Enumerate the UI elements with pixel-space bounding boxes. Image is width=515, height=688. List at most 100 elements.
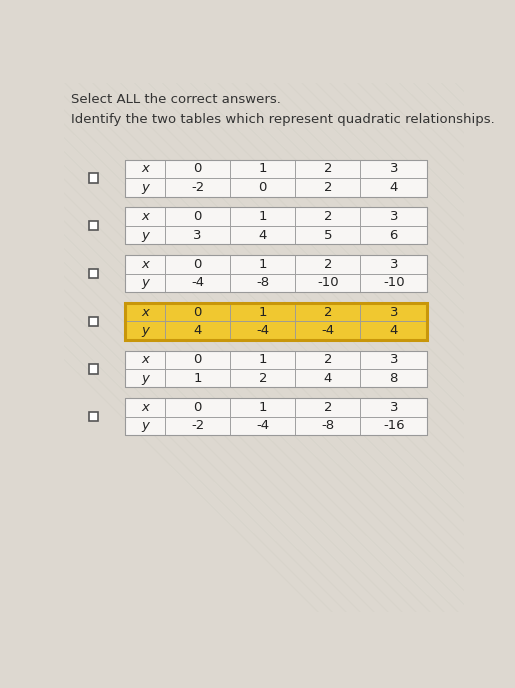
- Text: x: x: [141, 401, 149, 414]
- Text: y: y: [141, 372, 149, 385]
- Text: y: y: [141, 324, 149, 337]
- Bar: [165, 398, 230, 417]
- Text: 0: 0: [194, 258, 202, 271]
- Bar: [125, 350, 427, 387]
- Bar: [230, 398, 295, 417]
- Text: 0: 0: [194, 162, 202, 175]
- Text: x: x: [141, 162, 149, 175]
- Bar: [89, 221, 98, 230]
- Text: 2: 2: [323, 258, 332, 271]
- Text: 4: 4: [389, 181, 398, 194]
- Bar: [295, 321, 360, 340]
- Bar: [360, 226, 427, 244]
- Text: Identify the two tables which represent quadratic relationships.: Identify the two tables which represent …: [71, 114, 494, 127]
- Text: 3: 3: [389, 258, 398, 271]
- Bar: [125, 321, 165, 340]
- Text: 3: 3: [389, 353, 398, 366]
- Bar: [89, 316, 98, 326]
- Text: 1: 1: [259, 353, 267, 366]
- Text: -2: -2: [191, 420, 204, 433]
- Text: 2: 2: [323, 181, 332, 194]
- Bar: [125, 160, 427, 197]
- Bar: [165, 226, 230, 244]
- Text: -8: -8: [321, 420, 334, 433]
- Bar: [165, 321, 230, 340]
- Text: -4: -4: [256, 420, 269, 433]
- Bar: [125, 417, 165, 436]
- Bar: [125, 369, 165, 387]
- Bar: [295, 226, 360, 244]
- Bar: [165, 417, 230, 436]
- Text: 0: 0: [194, 353, 202, 366]
- Bar: [125, 207, 427, 244]
- Text: y: y: [141, 228, 149, 241]
- Bar: [360, 398, 427, 417]
- Bar: [125, 303, 427, 340]
- Text: 0: 0: [194, 210, 202, 223]
- Bar: [360, 369, 427, 387]
- Text: 2: 2: [323, 353, 332, 366]
- Text: -16: -16: [383, 420, 405, 433]
- Bar: [230, 207, 295, 226]
- Bar: [165, 303, 230, 321]
- Bar: [360, 321, 427, 340]
- Bar: [165, 274, 230, 292]
- Bar: [360, 160, 427, 178]
- Bar: [230, 255, 295, 274]
- Text: 2: 2: [259, 372, 267, 385]
- Bar: [125, 398, 165, 417]
- Bar: [230, 303, 295, 321]
- Bar: [295, 274, 360, 292]
- Text: -4: -4: [191, 277, 204, 289]
- Text: -4: -4: [321, 324, 334, 337]
- Bar: [360, 350, 427, 369]
- Bar: [360, 303, 427, 321]
- Bar: [165, 350, 230, 369]
- Text: 4: 4: [259, 228, 267, 241]
- Bar: [360, 207, 427, 226]
- Bar: [125, 274, 165, 292]
- Text: y: y: [141, 277, 149, 289]
- Bar: [165, 160, 230, 178]
- Text: 3: 3: [389, 305, 398, 319]
- Text: 1: 1: [259, 258, 267, 271]
- Bar: [295, 303, 360, 321]
- Text: 3: 3: [389, 401, 398, 414]
- Bar: [295, 255, 360, 274]
- Bar: [89, 412, 98, 421]
- Bar: [230, 226, 295, 244]
- Bar: [295, 178, 360, 197]
- Bar: [230, 321, 295, 340]
- Bar: [295, 160, 360, 178]
- Bar: [125, 207, 165, 226]
- Bar: [165, 207, 230, 226]
- Bar: [360, 274, 427, 292]
- Bar: [295, 207, 360, 226]
- Bar: [125, 303, 165, 321]
- Bar: [165, 369, 230, 387]
- Text: -8: -8: [256, 277, 269, 289]
- Bar: [230, 417, 295, 436]
- Text: x: x: [141, 258, 149, 271]
- Text: 1: 1: [194, 372, 202, 385]
- Bar: [125, 255, 427, 292]
- Text: Select ALL the correct answers.: Select ALL the correct answers.: [71, 94, 281, 107]
- Text: 1: 1: [259, 305, 267, 319]
- Bar: [230, 369, 295, 387]
- Text: 4: 4: [324, 372, 332, 385]
- Text: 2: 2: [323, 401, 332, 414]
- Bar: [230, 274, 295, 292]
- Text: 3: 3: [194, 228, 202, 241]
- Text: 3: 3: [389, 210, 398, 223]
- Text: 5: 5: [323, 228, 332, 241]
- Text: 4: 4: [389, 324, 398, 337]
- Bar: [230, 160, 295, 178]
- Text: 2: 2: [323, 210, 332, 223]
- Bar: [230, 350, 295, 369]
- Bar: [295, 398, 360, 417]
- Bar: [125, 178, 165, 197]
- Text: 4: 4: [194, 324, 202, 337]
- Text: 6: 6: [389, 228, 398, 241]
- Text: 2: 2: [323, 305, 332, 319]
- Bar: [89, 365, 98, 374]
